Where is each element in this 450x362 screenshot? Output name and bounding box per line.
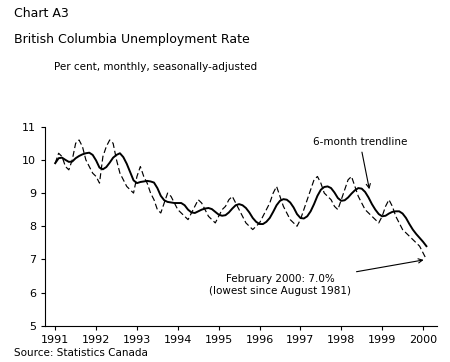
Text: February 2000: 7.0%
(lowest since August 1981): February 2000: 7.0% (lowest since August… — [209, 259, 423, 296]
Text: Per cent, monthly, seasonally-adjusted: Per cent, monthly, seasonally-adjusted — [54, 62, 257, 72]
Text: 6-month trendline: 6-month trendline — [313, 136, 407, 188]
Text: Source: Statistics Canada: Source: Statistics Canada — [14, 348, 148, 358]
Text: Chart A3: Chart A3 — [14, 7, 68, 20]
Text: British Columbia Unemployment Rate: British Columbia Unemployment Rate — [14, 33, 249, 46]
